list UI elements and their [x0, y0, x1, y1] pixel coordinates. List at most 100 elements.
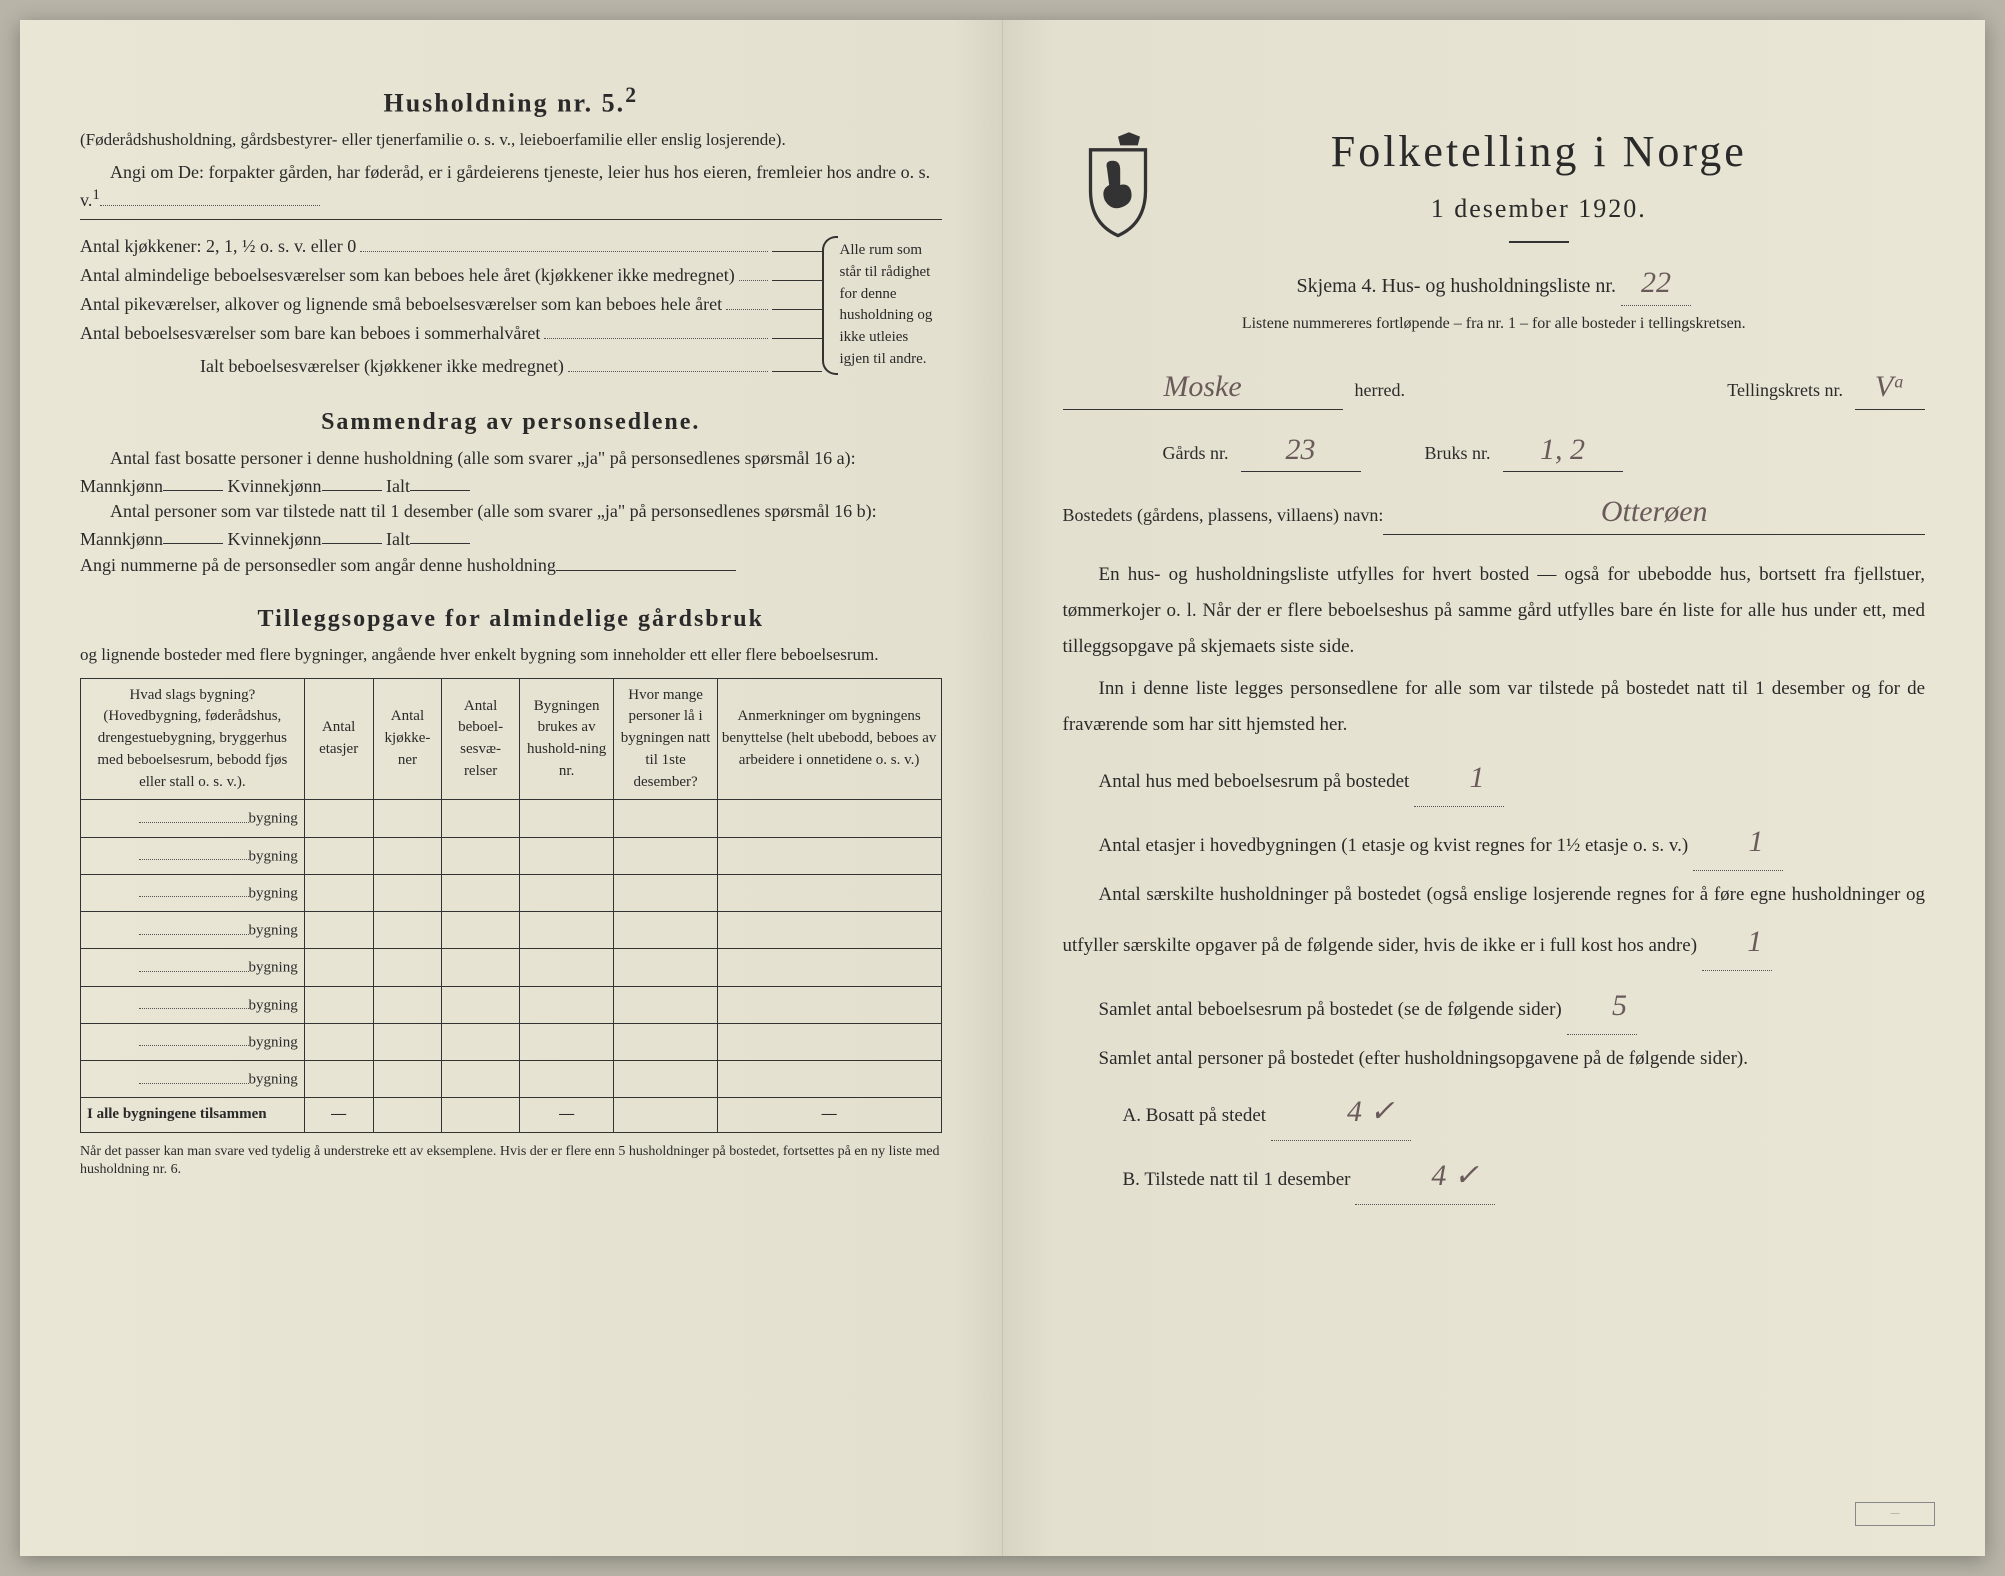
brace-note: Alle rum som står til rådighet for denne… [822, 230, 942, 380]
rowword: bygning [249, 997, 298, 1013]
table-total-row: I alle bygningene tilsammen — — — [81, 1098, 942, 1133]
blank-byg [139, 881, 249, 898]
blank-byg [139, 1030, 249, 1047]
blank-byg [139, 918, 249, 935]
tillegg-sub: og lignende bosteder med flere bygninger… [80, 643, 942, 668]
blank-byg [139, 806, 249, 823]
val-alm [772, 261, 822, 281]
q1-line: Antal hus med beboelsesrum på bostedet 1 [1063, 749, 1926, 807]
left-page: Husholdning nr. 5.2 (Føderådshusholdning… [20, 20, 1003, 1556]
gards-value: 23 [1241, 428, 1361, 473]
total-label: I alle bygningene tilsammen [81, 1098, 305, 1133]
th-5: Bygningen brukes av hushold-ning nr. [519, 678, 614, 800]
bosted-value: Otterøen [1383, 490, 1925, 535]
table-head: Hvad slags bygning? (Hovedbygning, føder… [81, 678, 942, 800]
rowword: bygning [249, 848, 298, 864]
rowword: bygning [249, 1072, 298, 1088]
q2-line: Antal etasjer i hovedbygningen (1 etasje… [1063, 813, 1926, 871]
rowword: bygning [249, 1034, 298, 1050]
samm-line-b: Antal personer som var tilstede natt til… [80, 498, 942, 551]
q4-label: Samlet antal beboelsesrum på bostedet (s… [1099, 999, 1562, 1020]
val-ialt [772, 352, 822, 372]
right-page: Folketelling i Norge 1 desember 1920. Sk… [1003, 20, 1986, 1556]
coat-of-arms-icon [1073, 130, 1163, 240]
blank-byg [139, 993, 249, 1010]
table-row: bygning [81, 912, 942, 949]
line-almindelige: Antal almindelige beboelsesværelser som … [80, 261, 822, 288]
heading-husholdning-5-text: Husholdning nr. 5. [383, 89, 625, 118]
samm-line-a: Antal fast bosatte personer i denne hush… [80, 445, 942, 498]
body-para-1: En hus- og husholdningsliste utfylles fo… [1063, 557, 1926, 665]
val-kjokk [772, 232, 822, 252]
table-row: bygning [81, 986, 942, 1023]
footnote: Når det passer kan man svare ved tydelig… [80, 1143, 942, 1179]
sup-1: 1 [92, 187, 100, 203]
qB-value: 4 ✓ [1355, 1147, 1495, 1205]
table-row: bygning [81, 1023, 942, 1060]
dot-sommer [544, 321, 767, 339]
bygning-table: Hvad slags bygning? (Hovedbygning, føder… [80, 678, 942, 1134]
body-para-2: Inn i denne liste legges personsedlene f… [1063, 671, 1926, 743]
blank-angi-num [556, 551, 736, 571]
brace-text: Alle rum som står til rådighet for denne… [840, 240, 942, 371]
herred-value: Moske [1063, 365, 1343, 410]
th-6: Hvor mange personer lå i bygningen natt … [614, 678, 717, 800]
th-1: Hvad slags bygning? (Hovedbygning, føder… [81, 678, 305, 800]
document-spread: Husholdning nr. 5.2 (Føderådshusholdning… [20, 20, 1985, 1556]
bruks-label: Bruks nr. [1425, 440, 1491, 466]
body-text: En hus- og husholdningsliste utfylles fo… [1063, 557, 1926, 1206]
printer-stamp: ⎯⎯ [1855, 1502, 1935, 1526]
page-title: Folketelling i Norge [1153, 120, 1926, 184]
liste-nr-value: 22 [1621, 261, 1691, 306]
th-2: Antal etasjer [304, 678, 373, 800]
table-row: bygning [81, 837, 942, 874]
q1-label: Antal hus med beboelsesrum på bostedet [1099, 771, 1410, 792]
line-kjokkener: Antal kjøkkener: 2, 1, ½ o. s. v. eller … [80, 232, 822, 259]
q3-line: Antal særskilte husholdninger på bostede… [1063, 877, 1926, 971]
dash-2: — [519, 1098, 614, 1133]
blank-mann-a [163, 472, 223, 492]
telling-label: Tellingskrets nr. [1727, 377, 1843, 403]
q3-value: 1 [1702, 913, 1772, 971]
table-row: bygning [81, 1061, 942, 1098]
gards-row: Gårds nr. 23 Bruks nr. 1, 2 [1063, 428, 1926, 473]
lbl-ialt: Ialt beboelsesværelser (kjøkkener ikke m… [80, 353, 564, 379]
heading-sammendrag: Sammendrag av personsedlene. [80, 405, 942, 440]
lbl-ialt-b: Ialt [386, 528, 410, 548]
line-ialt: Ialt beboelsesværelser (kjøkkener ikke m… [80, 352, 822, 379]
val-pike [772, 290, 822, 310]
lbl-pike: Antal pikeværelser, alkover og lignende … [80, 291, 722, 317]
heading-husholdning-5: Husholdning nr. 5.2 [80, 80, 942, 122]
q3-label: Antal særskilte husholdninger på bostede… [1063, 884, 1926, 956]
blank-byg [139, 1067, 249, 1084]
gards-label: Gårds nr. [1163, 440, 1229, 466]
bosted-row: Bostedets (gårdens, plassens, villaens) … [1063, 490, 1926, 535]
q1-value: 1 [1414, 749, 1504, 807]
angi-numrene: Angi nummerne på de personsedler som ang… [80, 551, 942, 578]
blank-kvinne-a [322, 472, 382, 492]
lbl-sommer: Antal beboelsesværelser som bare kan beb… [80, 320, 540, 346]
blank-angi [100, 186, 320, 206]
table-row: bygning [81, 800, 942, 837]
q4-line: Samlet antal beboelsesrum på bostedet (s… [1063, 977, 1926, 1035]
dash-1: — [304, 1098, 373, 1133]
blank-ialt-a [410, 472, 470, 492]
skjema-label: Skjema 4. Hus- og husholdningsliste nr. [1297, 275, 1616, 297]
lbl-alm: Antal almindelige beboelsesværelser som … [80, 262, 735, 288]
blank-ialt-b [410, 525, 470, 545]
th-7: Anmerkninger om bygnin­gens benyttelse (… [717, 678, 941, 800]
angi-text: Angi nummerne på de personsedler som ang… [80, 555, 556, 575]
qA-label: A. Bosatt på stedet [1123, 1105, 1267, 1126]
blank-byg [139, 955, 249, 972]
th-3: Antal kjøkke­ner [373, 678, 442, 800]
rule-1 [80, 219, 942, 220]
rowword: bygning [249, 885, 298, 901]
dash-3: — [717, 1098, 941, 1133]
qA-value: 4 ✓ [1271, 1083, 1411, 1141]
table-row: bygning [81, 874, 942, 911]
rowword: bygning [249, 960, 298, 976]
bruks-value: 1, 2 [1503, 428, 1623, 473]
blank-mann-b [163, 525, 223, 545]
line-pike: Antal pikeværelser, alkover og lignende … [80, 290, 822, 317]
table-body: bygning bygning bygning bygning bygning … [81, 800, 942, 1133]
